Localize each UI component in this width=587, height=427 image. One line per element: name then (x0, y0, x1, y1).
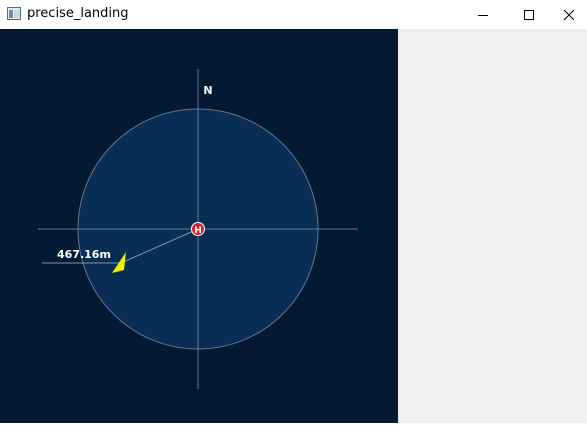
north-label: N (203, 84, 212, 97)
drone-position-icon (112, 252, 126, 273)
minimize-icon (478, 14, 488, 16)
window-title: precise_landing (27, 6, 129, 21)
distance-line (120, 228, 199, 264)
close-icon (563, 9, 575, 20)
close-button[interactable] (551, 0, 587, 29)
distance-label: 467.16m (57, 248, 111, 261)
landing-map-canvas[interactable]: N 467.16m H (0, 29, 398, 423)
title-bar[interactable]: precise_landing (0, 0, 587, 29)
maximize-button[interactable] (506, 0, 552, 29)
minimize-button[interactable] (460, 0, 506, 29)
side-panel (398, 29, 587, 423)
landing-map-svg: N 467.16m H (38, 69, 358, 389)
helipad-icon: H (191, 222, 205, 236)
helipad-label: H (194, 226, 202, 236)
maximize-icon (524, 9, 534, 20)
app-window-icon (7, 7, 21, 20)
